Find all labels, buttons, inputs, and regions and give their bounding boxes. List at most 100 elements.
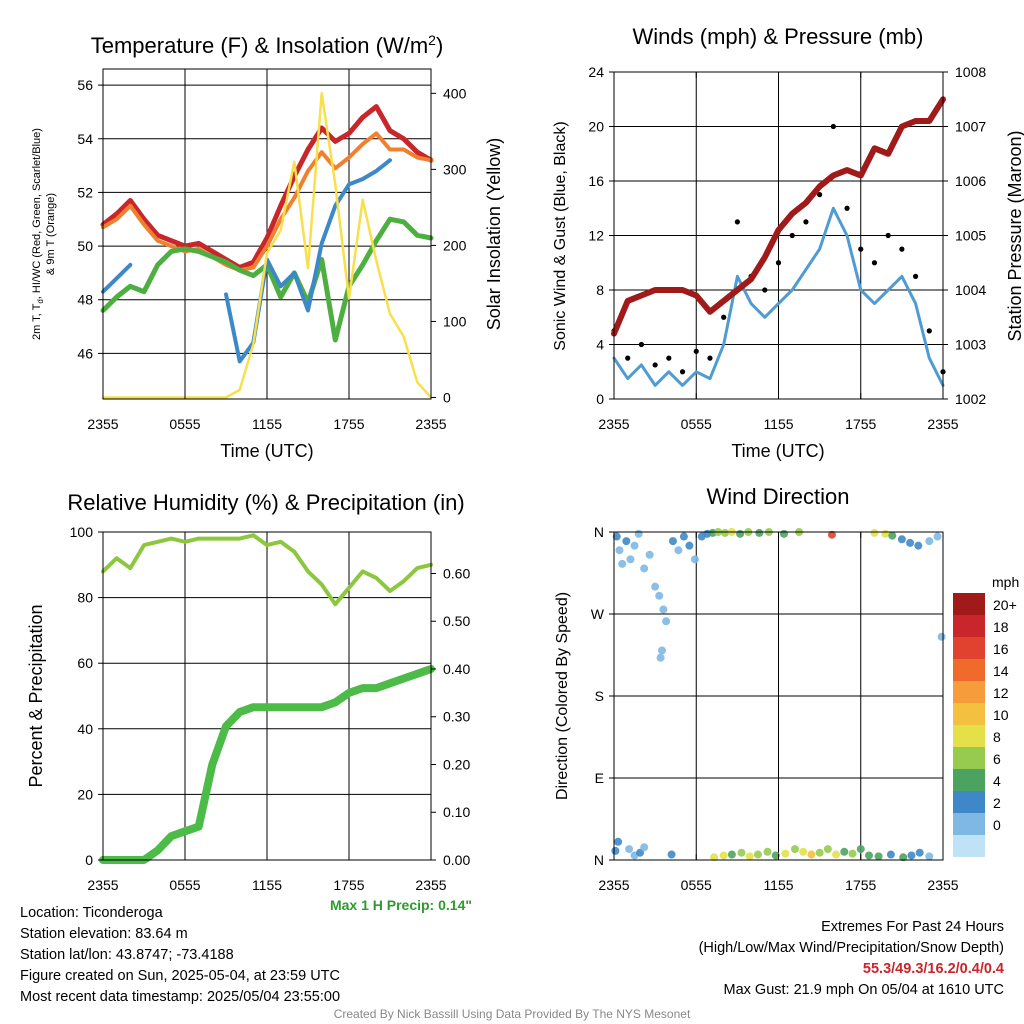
- temperature-ylabel-2: & 9m T (Orange): [45, 193, 57, 275]
- colorbar-label: 0: [993, 817, 1001, 833]
- series-2m-t: [100, 104, 434, 270]
- series-hi-wc: [101, 158, 392, 364]
- colorbar-label: 2: [993, 795, 1001, 811]
- gust-point: [885, 232, 891, 239]
- colorbar-label: 6: [993, 751, 1001, 767]
- y-tick-label: 48: [77, 292, 93, 308]
- series-wind: [612, 206, 945, 387]
- direction-point: [807, 850, 816, 859]
- x-tick-label: 1755: [845, 416, 876, 432]
- gust-point: [693, 348, 699, 354]
- winds-xlabel: Time (UTC): [731, 441, 824, 461]
- winds-ylabel: Sonic Wind & Gust (Blue, Black): [552, 121, 569, 350]
- y2-tick-label: 1005: [955, 228, 986, 244]
- direction-point: [870, 528, 879, 537]
- precip-annotation: Max 1 H Precip: 0.14": [330, 897, 472, 913]
- temperature-ticks: 2355 0555 1155 1755 2355 46 48 50 52 54 56 0 100 200 3…: [77, 69, 467, 432]
- colorbar-swatch: [953, 593, 985, 615]
- gust-point: [721, 314, 727, 320]
- colorbar-label: 12: [993, 685, 1009, 701]
- direction-point: [727, 850, 736, 859]
- extremes-title: Extremes For Past 24 Hours: [821, 919, 1004, 935]
- colorbar-title: mph: [992, 574, 1019, 590]
- colorbar-label: 18: [993, 619, 1009, 635]
- direction-point: [745, 852, 754, 861]
- y2-tick-label: 0.60: [443, 565, 470, 581]
- y-tick-label: 60: [77, 655, 93, 671]
- y2-tick-label: 0.40: [443, 661, 470, 677]
- colorbar-swatch: [953, 637, 985, 659]
- credit-text: Created By Nick Bassill Using Data Provi…: [333, 1007, 691, 1021]
- gust-point: [830, 123, 836, 130]
- series-precip: [99, 665, 435, 864]
- x-tick-label: 2355: [87, 877, 118, 893]
- x-tick-label: 1755: [845, 877, 876, 893]
- y-tick-label: S: [595, 688, 604, 704]
- series-9m-t: [101, 131, 433, 273]
- x-tick-label: 2355: [598, 877, 629, 893]
- colorbar-swatch: [953, 747, 985, 769]
- y2-tick-label: 0.00: [443, 852, 470, 868]
- direction-point: [636, 848, 645, 857]
- x-tick-label: 0555: [169, 877, 200, 893]
- direction-ylabel: Direction (Colored By Speed): [554, 592, 571, 800]
- direction-panel: Wind Direction 2355 0555 1155 1755 2355 N E S W N…: [554, 484, 1019, 893]
- direction-point: [626, 555, 635, 564]
- extremes-legend: (High/Low/Max Wind/Precipitation/Snow De…: [698, 940, 1004, 956]
- direction-ticks: 2355 0555 1155 1755 2355 N E S W N: [591, 524, 959, 893]
- gust-point: [844, 205, 850, 211]
- x-tick-label: 1155: [252, 416, 282, 432]
- y-tick-label: 46: [77, 345, 93, 361]
- temperature-panel: Temperature (F) & Insolation (W/m2) 2355…: [31, 32, 504, 461]
- direction-point: [614, 837, 623, 846]
- direction-point: [656, 653, 665, 662]
- direction-point: [618, 559, 627, 568]
- max-gust-text: Max Gust: 21.9 mph On 05/04 at 1610 UTC: [723, 982, 1004, 998]
- colorbar-swatch: [953, 769, 985, 791]
- x-tick-label: 2355: [927, 416, 958, 432]
- colorbar-label: 20+: [993, 597, 1017, 613]
- y2-tick-label: 1007: [955, 119, 986, 135]
- y2-tick-label: 0.10: [443, 804, 470, 820]
- temperature-title: Temperature (F) & Insolation (W/m2): [91, 32, 444, 58]
- y-tick-label: W: [591, 606, 605, 622]
- gust-point: [652, 362, 658, 368]
- y-tick-label: 80: [77, 590, 93, 606]
- direction-point: [763, 847, 772, 856]
- series-solar: [101, 92, 433, 399]
- y2-tick-label: 0.50: [443, 613, 470, 629]
- direction-point: [771, 851, 780, 860]
- colorbar-swatch: [953, 813, 985, 835]
- winds-panel: Winds (mph) & Pressure (mb) 2355 0555 1155…: [552, 24, 1024, 461]
- x-tick-label: 1155: [252, 877, 282, 893]
- direction-point: [615, 546, 624, 555]
- y-tick-label: 100: [70, 524, 94, 540]
- elevation-text: Station elevation: 83.64 m: [20, 926, 188, 942]
- humidity-series: [99, 533, 435, 864]
- gust-point: [817, 192, 823, 198]
- y2-tick-label: 400: [443, 85, 467, 101]
- y2-tick-label: 100: [443, 313, 467, 329]
- direction-point: [914, 541, 923, 550]
- colorbar-swatch: [953, 615, 985, 637]
- x-tick-label: 2355: [598, 416, 629, 432]
- y2-tick-label: 200: [443, 237, 467, 253]
- direction-point: [690, 555, 699, 564]
- colorbar-swatch: [953, 703, 985, 725]
- direction-point: [755, 528, 764, 537]
- direction-point: [925, 852, 934, 861]
- y-tick-label: 54: [77, 131, 93, 147]
- direction-point: [897, 535, 906, 544]
- direction-point: [848, 849, 857, 858]
- direction-point: [827, 530, 836, 539]
- gust-point: [899, 246, 905, 252]
- colorbar-label: 16: [993, 641, 1009, 657]
- gust-point: [625, 355, 631, 361]
- y-tick-label: 20: [588, 119, 604, 135]
- gust-point: [638, 341, 645, 348]
- direction-point: [662, 617, 671, 626]
- direction-point: [915, 848, 924, 857]
- y2-tick-label: 1006: [955, 173, 986, 189]
- y-tick-label: 56: [77, 77, 93, 93]
- direction-point: [907, 851, 916, 860]
